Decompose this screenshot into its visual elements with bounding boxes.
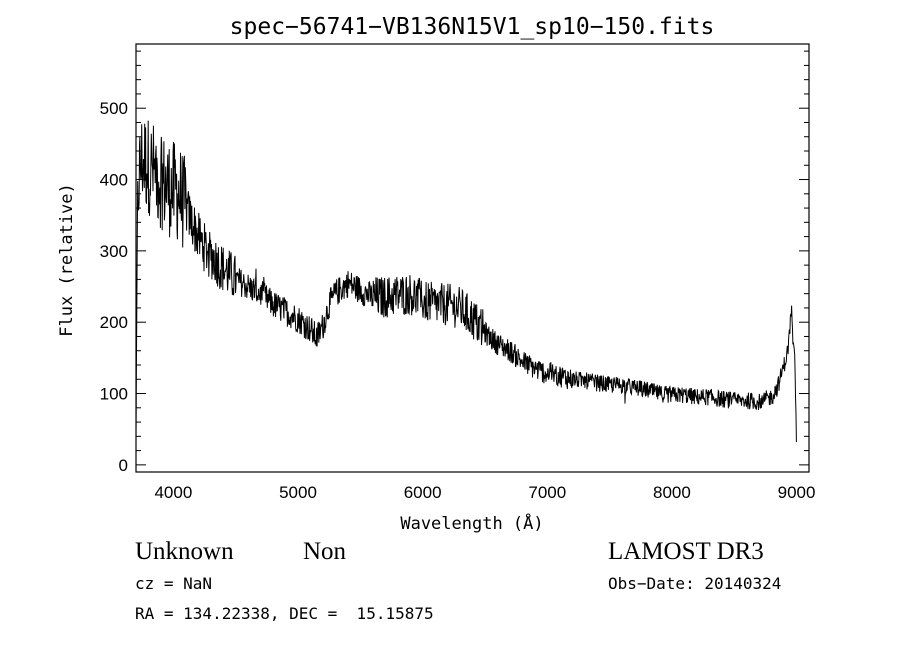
object-class: Unknown [135, 538, 234, 565]
object-subclass: Non [303, 538, 347, 565]
x-tick-label: 6000 [404, 483, 442, 502]
survey-name: LAMOST DR3 [608, 538, 764, 565]
observation-date: Obs−Date: 20140324 [608, 574, 782, 593]
y-tick-label: 0 [119, 456, 128, 475]
y-tick-label: 400 [100, 171, 128, 190]
x-tick-label: 5000 [279, 483, 317, 502]
plot-frame [135, 43, 810, 473]
redshift-cz: cz = NaN [135, 574, 213, 593]
spectrum-line [135, 120, 797, 443]
y-tick-label: 200 [100, 313, 128, 332]
y-tick-label: 500 [100, 99, 128, 118]
y-tick-label: 100 [100, 385, 128, 404]
y-axis-label: Flux (relative) [57, 183, 77, 337]
coordinates: RA = 134.22338, DEC = 15.15875 [135, 604, 434, 623]
x-tick-label: 4000 [154, 483, 192, 502]
chart-title: spec−56741−VB136N15V1_sp10−150.fits [230, 14, 715, 40]
y-tick-label: 300 [100, 242, 128, 261]
x-tick-label: 8000 [653, 483, 691, 502]
x-tick-label: 7000 [528, 483, 566, 502]
axis-ticks [136, 50, 809, 466]
x-tick-label: 9000 [778, 483, 816, 502]
x-axis-label: Wavelength (Å) [400, 512, 543, 534]
axis-tick-labels: 4000 5000 6000 7000 8000 9000 0 100 200 300 400 500 [100, 99, 816, 502]
